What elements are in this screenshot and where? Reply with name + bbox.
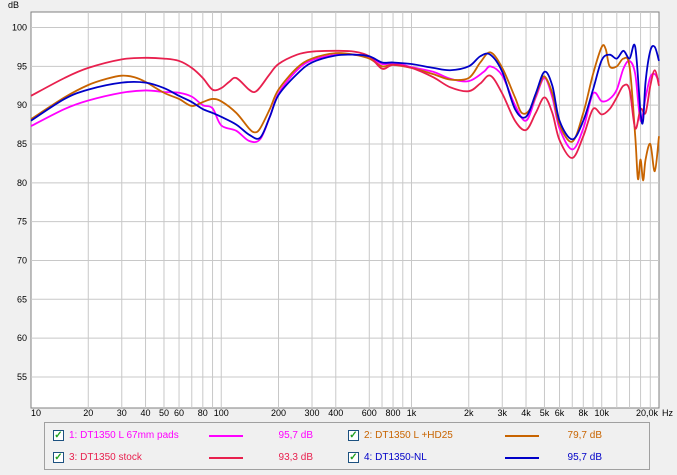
- series-line-3: [30, 49, 660, 159]
- legend-label-4: 4: DT1350-NL: [364, 452, 427, 463]
- legend-value-4: 95,7 dB: [567, 452, 602, 463]
- x-tick-label: 600: [362, 408, 377, 418]
- y-tick-label: 55: [17, 372, 27, 382]
- x-tick-label: 30: [117, 408, 127, 418]
- x-tick-label: 5k: [540, 408, 550, 418]
- x-tick-label: 60: [174, 408, 184, 418]
- series-line-2: [30, 44, 660, 182]
- legend-checkbox-3[interactable]: ✓: [53, 452, 64, 463]
- x-tick-label: 400: [328, 408, 343, 418]
- legend-value-2: 79,7 dB: [567, 430, 602, 441]
- y-tick-label: 70: [17, 255, 27, 265]
- x-tick-label: 10k: [594, 408, 609, 418]
- x-tick-label: 8k: [579, 408, 589, 418]
- y-tick-label: 100: [12, 23, 27, 33]
- legend-value-3: 93,3 dB: [278, 452, 313, 463]
- x-tick-label: 10: [31, 408, 41, 418]
- x-tick-label: 20: [83, 408, 93, 418]
- legend-swatch-1: [209, 435, 243, 437]
- x-tick-label: 300: [304, 408, 319, 418]
- legend-value-1: 95,7 dB: [278, 430, 313, 441]
- legend-checkbox-4[interactable]: ✓: [348, 452, 359, 463]
- legend-swatch-3: [209, 457, 243, 459]
- y-tick-label: 80: [17, 178, 27, 188]
- x-tick-label: 1k: [407, 408, 417, 418]
- x-axis-label: Hz: [662, 408, 673, 418]
- x-tick-label: 100: [214, 408, 229, 418]
- x-tick-label: 40: [141, 408, 151, 418]
- y-tick-label: 95: [17, 61, 27, 71]
- legend-label-2: 2: DT1350 L +HD25: [364, 430, 453, 441]
- legend-swatch-4: [505, 457, 539, 459]
- y-tick-label: 65: [17, 294, 27, 304]
- legend-label-3: 3: DT1350 stock: [69, 452, 142, 463]
- legend-checkbox-2[interactable]: ✓: [348, 430, 359, 441]
- x-tick-label: 2k: [464, 408, 474, 418]
- series-line-1: [30, 53, 660, 151]
- series-line-4: [30, 43, 660, 141]
- plot-area: [30, 11, 660, 409]
- frequency-response-chart: 100 95 90 85 80 75 70 65 60 55 10 20 30 40 50 60 80 100 2…: [8, 0, 673, 418]
- x-tick-label: 800: [386, 408, 401, 418]
- x-tick-label: 80: [198, 408, 208, 418]
- legend-checkbox-1[interactable]: ✓: [53, 430, 64, 441]
- grid-lines: [31, 12, 659, 408]
- x-tick-label: 3k: [497, 408, 507, 418]
- series-lines: [30, 43, 660, 182]
- y-axis-label: dB: [8, 0, 19, 10]
- y-tick-label: 60: [17, 333, 27, 343]
- x-tick-labels: 10 20 30 40 50 60 80 100 200 300 400 600 800 1k 2k 3k 4k…: [31, 408, 658, 418]
- legend-label-1: 1: DT1350 L 67mm pads: [69, 430, 179, 441]
- x-tick-label: 4k: [521, 408, 531, 418]
- y-tick-label: 75: [17, 217, 27, 227]
- x-tick-label: 20,0k: [636, 408, 659, 418]
- legend-swatch-2: [505, 435, 539, 437]
- legend: ✓ 1: DT1350 L 67mm pads 95,7 dB ✓ 2: DT1…: [44, 422, 650, 470]
- x-tick-label: 200: [271, 408, 286, 418]
- y-tick-label: 90: [17, 100, 27, 110]
- y-tick-label: 85: [17, 139, 27, 149]
- y-tick-labels: 100 95 90 85 80 75 70 65 60 55: [12, 23, 27, 382]
- x-tick-label: 50: [159, 408, 169, 418]
- x-tick-label: 6k: [555, 408, 565, 418]
